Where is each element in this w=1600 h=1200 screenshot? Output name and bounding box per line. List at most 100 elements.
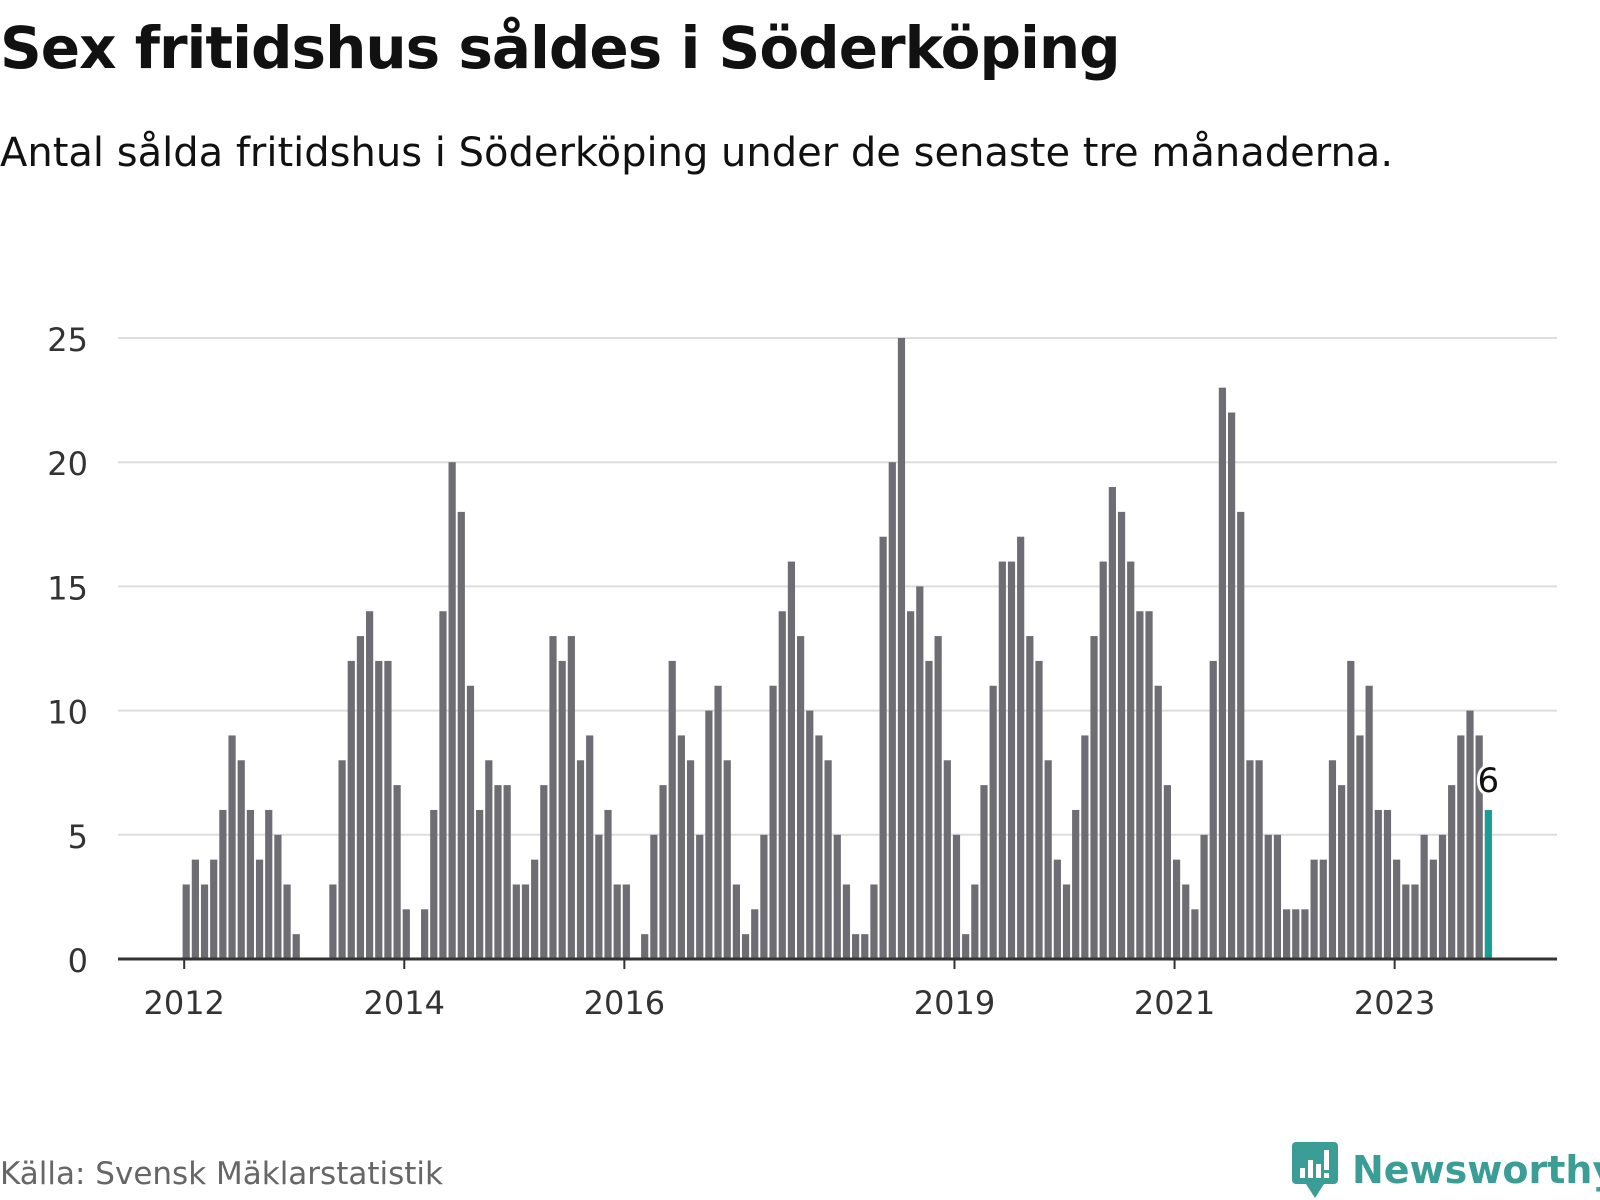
bar [861, 934, 869, 959]
x-axis-ticks: 2012 2014 2016 2019 2021 2023 [143, 959, 1435, 1022]
bar [595, 834, 603, 959]
bar [732, 884, 740, 959]
bar [888, 462, 896, 959]
bar [1365, 685, 1373, 959]
bar [971, 884, 979, 959]
y-tick-label: 25 [47, 321, 88, 359]
bar [1237, 511, 1245, 959]
bar [622, 884, 630, 959]
y-axis-ticks: 0 5 10 15 20 25 [47, 321, 88, 980]
bar [1099, 561, 1107, 959]
newsworthy-logo-icon [1292, 1142, 1338, 1198]
bar [925, 660, 933, 959]
bar [943, 760, 951, 959]
x-tick-label: 2014 [364, 984, 445, 1022]
bar [1227, 412, 1236, 959]
source-note: Källa: Svensk Mäklarstatistik [0, 1156, 443, 1192]
bar [1127, 561, 1135, 959]
bar [457, 511, 465, 959]
bar [430, 809, 438, 959]
bar [1072, 809, 1080, 959]
bar [439, 611, 447, 959]
bar [769, 685, 777, 959]
bar [1383, 809, 1392, 959]
bar [723, 760, 731, 959]
bar [237, 760, 245, 959]
bar [714, 685, 722, 959]
bar [494, 785, 502, 959]
bar [521, 884, 530, 959]
bar [842, 884, 851, 959]
bar [980, 785, 988, 959]
bar [1026, 636, 1034, 959]
bar [283, 884, 291, 959]
bar [1191, 909, 1199, 959]
bar [356, 636, 365, 959]
bar [1218, 387, 1227, 959]
bar [1255, 760, 1263, 959]
bar [476, 809, 484, 959]
chart-subtitle: Antal sålda fritidshus i Söderköping und… [0, 130, 1394, 176]
bar [787, 561, 796, 959]
bar [1310, 859, 1318, 959]
bar [962, 934, 970, 959]
grid-lines [118, 337, 1557, 836]
bar [421, 909, 429, 959]
bar [741, 934, 750, 959]
bar [998, 561, 1006, 959]
bar [1200, 834, 1208, 959]
bar [778, 611, 786, 959]
bar [1246, 760, 1254, 959]
bar [1163, 785, 1171, 959]
bar [824, 760, 832, 959]
bar [833, 834, 841, 959]
bar [641, 934, 649, 959]
bar [1081, 735, 1089, 959]
bar [1090, 636, 1098, 959]
bar [852, 934, 860, 959]
bar [265, 809, 273, 959]
bar [228, 735, 236, 959]
bar [219, 809, 227, 959]
bar [1393, 859, 1401, 959]
y-tick-label: 10 [47, 694, 88, 732]
bar [1347, 660, 1355, 959]
bar [576, 760, 585, 959]
brand-name: Newsworthy [1352, 1148, 1600, 1192]
y-tick-label: 0 [68, 942, 88, 980]
highlight-bar [1484, 809, 1492, 959]
bar [540, 785, 548, 959]
bar [705, 710, 713, 959]
bar [751, 909, 759, 959]
bar [1145, 611, 1153, 959]
bar [1301, 909, 1309, 959]
x-tick-label: 2021 [1134, 984, 1215, 1022]
bar [274, 834, 282, 959]
bar [1438, 834, 1447, 959]
x-tick-label: 2023 [1354, 984, 1435, 1022]
bar [989, 685, 997, 959]
bar [586, 735, 594, 959]
bar [329, 884, 337, 959]
bar [1283, 909, 1291, 959]
bar [916, 586, 924, 959]
bar [760, 834, 768, 959]
x-tick-label: 2012 [143, 984, 224, 1022]
x-tick-label: 2019 [914, 984, 995, 1022]
x-tick-label: 2016 [584, 984, 665, 1022]
bar [384, 660, 392, 959]
bar [1209, 660, 1217, 959]
bar [1374, 809, 1382, 959]
bar [1172, 859, 1181, 959]
bar-chart: 0 5 10 15 20 25 2012 2014 2016 2019 2021 2023 6 [47, 321, 1557, 1022]
bar [1017, 536, 1025, 959]
bar [531, 859, 539, 959]
bar [549, 636, 557, 959]
bar [604, 809, 612, 959]
bar [897, 338, 906, 959]
bar [907, 611, 915, 959]
bar [1062, 884, 1071, 959]
bar [1319, 859, 1327, 959]
bar [1328, 760, 1337, 959]
highlight-value-label: 6 [1478, 761, 1500, 801]
